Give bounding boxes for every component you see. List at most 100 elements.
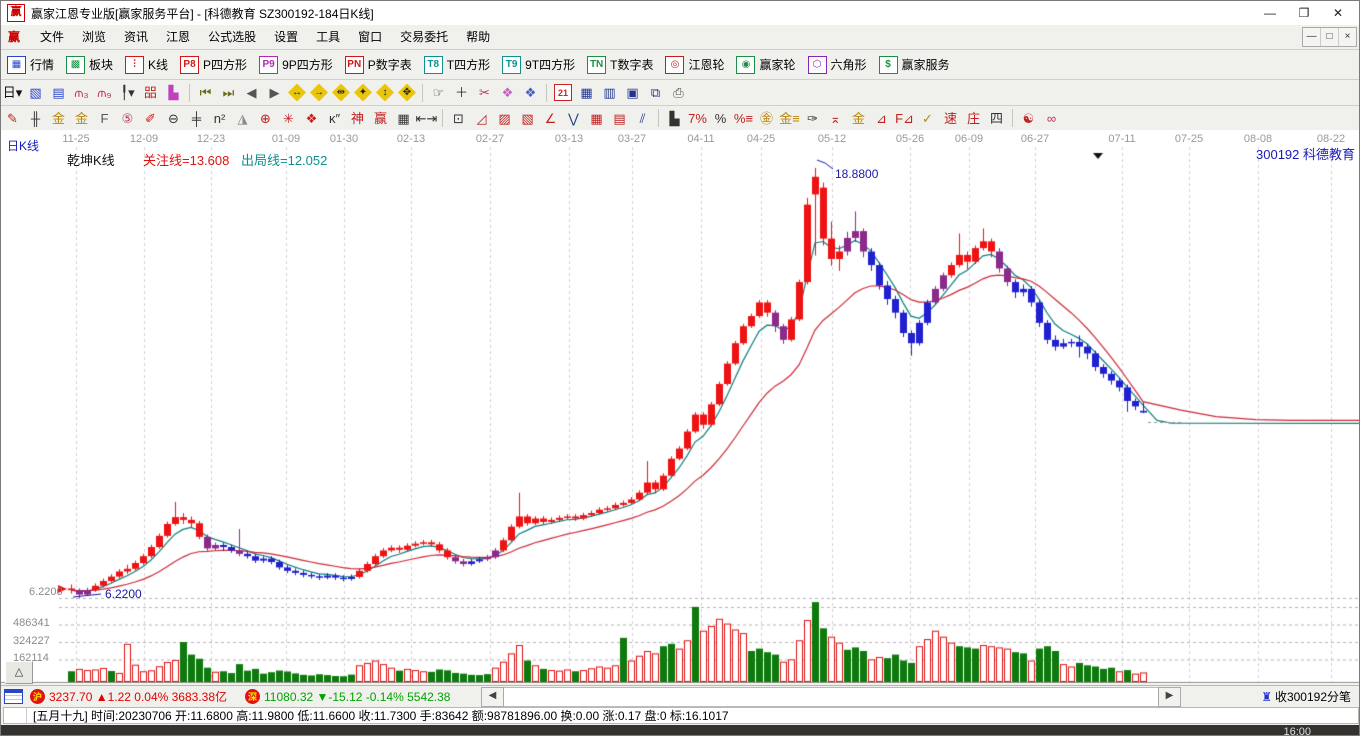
quote-grid-icon[interactable] xyxy=(4,689,23,704)
measure-tool-icon[interactable]: ✂ xyxy=(479,85,490,100)
menu-item-7[interactable]: 窗口 xyxy=(358,30,383,44)
zoom-horizontal-icon[interactable]: ↔ xyxy=(288,83,306,102)
gold-lines-icon[interactable]: 金≡ xyxy=(779,110,800,126)
kline-chart-canvas[interactable] xyxy=(1,130,1359,684)
expand-horizontal-icon[interactable]: ⇹ xyxy=(332,83,350,102)
j-angle-icon[interactable]: ⊿ xyxy=(876,110,887,126)
scrollbar-track[interactable] xyxy=(504,687,1158,707)
lines-3-icon[interactable]: ⫙₃ xyxy=(74,85,89,100)
toolbar-quotes-button[interactable]: ▦ 行情 xyxy=(7,55,54,74)
box-split-icon[interactable]: ⌅ xyxy=(830,110,841,126)
close-button[interactable]: ✕ xyxy=(1332,6,1344,20)
save-icon[interactable]: ▣ xyxy=(626,85,639,100)
period-daily-icon[interactable]: 日▾ xyxy=(2,85,23,100)
scroll-right-button[interactable]: ▶ xyxy=(1158,687,1181,707)
notepad-icon[interactable]: ▥ xyxy=(603,85,616,100)
shenzhen-index-quote[interactable]: 11080.32 ▼-15.12 -0.14% 5542.38 xyxy=(264,689,451,704)
parallel-lines-icon[interactable]: ⫽ xyxy=(639,110,646,126)
color-bars-icon[interactable]: ▙ xyxy=(168,85,179,100)
span-arrows-icon[interactable]: ⇤⇥ xyxy=(415,110,438,126)
shen-tool-icon[interactable]: 神 xyxy=(350,110,364,126)
fan-lines-icon[interactable]: ◿ xyxy=(476,110,487,126)
k-mark-icon[interactable]: ĸ″ xyxy=(328,110,341,126)
menu-item-4[interactable]: 公式选股 xyxy=(208,30,257,44)
draw-pen-icon[interactable]: ✎ xyxy=(7,110,18,126)
candle-style-icon[interactable]: ╿▾ xyxy=(120,85,135,100)
last-page-icon[interactable]: ⏭ xyxy=(222,85,235,100)
zhuang-line-icon[interactable]: 庄 xyxy=(966,110,980,126)
gold-circle-icon[interactable]: ㊎ xyxy=(759,110,773,126)
infinity-icon[interactable]: ∞ xyxy=(1046,110,1057,126)
stats-box-icon[interactable]: ▙ xyxy=(669,110,680,126)
zoom-vertical-icon[interactable]: ↕ xyxy=(376,83,394,102)
toolbar-t-number-table-button[interactable]: TN T数字表 xyxy=(587,55,653,74)
hand-tool-icon[interactable]: ☞ xyxy=(432,85,445,100)
zigzag-line-icon[interactable]: ⋁ xyxy=(568,110,579,126)
four-line-icon[interactable]: 四 xyxy=(989,110,1003,126)
gold-angle-icon[interactable]: ✓ xyxy=(922,110,933,126)
angle-ruler-icon[interactable]: ◮ xyxy=(237,110,248,126)
toolbar-p-number-table-button[interactable]: PN P数字表 xyxy=(344,55,412,74)
analysis-blue-icon[interactable]: ❖ xyxy=(524,85,537,100)
gann-box-tool-icon[interactable]: ❖ xyxy=(305,110,318,126)
circle-cycle-icon[interactable]: ⊖ xyxy=(168,110,179,126)
ruled-box-icon[interactable]: ▤ xyxy=(613,110,626,126)
minimize-button[interactable]: — xyxy=(1264,6,1276,20)
pen-mark-icon[interactable]: ✑ xyxy=(807,110,818,126)
percent-icon[interactable]: % xyxy=(714,110,727,126)
fibonacci-f-icon[interactable]: F xyxy=(100,110,109,126)
menu-item-3[interactable]: 江恩 xyxy=(166,30,191,44)
wave-5-icon[interactable]: ⑤ xyxy=(121,110,134,126)
mdi-restore-button[interactable]: □ xyxy=(1320,28,1338,46)
overlay-kline-icon[interactable]: 㗊 xyxy=(143,85,157,100)
print-edit-icon[interactable]: ⎙ xyxy=(673,85,684,100)
speed-line-icon[interactable]: 速 xyxy=(943,110,957,126)
win-tool-icon[interactable]: 赢 xyxy=(373,110,387,126)
shanghai-index-quote[interactable]: 3237.70 ▲1.22 0.04% 3683.38亿 xyxy=(49,690,228,704)
menu-item-1[interactable]: 浏览 xyxy=(82,30,107,44)
tick-data-link[interactable]: ♜ 收300192分笔 xyxy=(1261,688,1351,705)
toolbar-winner-service-button[interactable]: $ 赢家服务 xyxy=(878,55,950,74)
toolbar-p-square-button[interactable]: P8 P四方形 xyxy=(180,55,247,74)
percent-lines-icon[interactable]: %≡ xyxy=(733,110,754,126)
dense-grid-icon[interactable]: ▦ xyxy=(590,110,603,126)
menu-item-2[interactable]: 资讯 xyxy=(124,30,149,44)
golden-grid-2-icon[interactable]: 金 xyxy=(74,110,88,126)
mdi-close-button[interactable]: × xyxy=(1338,28,1356,46)
toolbar-winner-wheel-button[interactable]: ◉ 赢家轮 xyxy=(736,55,796,74)
toolbar-gann-wheel-button[interactable]: ◎ 江恩轮 xyxy=(665,55,724,74)
toolbar-sectors-button[interactable]: ▩ 板块 xyxy=(66,55,113,74)
shade-box-2-icon[interactable]: ▧ xyxy=(521,110,534,126)
scroll-left-button[interactable]: ◀ xyxy=(481,687,504,707)
crosshair-tool-icon[interactable]: ＋ xyxy=(454,85,468,100)
restore-button[interactable]: ❐ xyxy=(1298,6,1310,20)
f10-info-icon[interactable]: ▤ xyxy=(52,85,65,100)
menu-item-9[interactable]: 帮助 xyxy=(466,30,491,44)
golden-grid-1-icon[interactable]: 金 xyxy=(51,110,65,126)
toolbar-t-square-button[interactable]: T8 T四方形 xyxy=(423,55,490,74)
mdi-minimize-button[interactable]: — xyxy=(1306,31,1317,42)
shade-box-1-icon[interactable]: ▨ xyxy=(498,110,511,126)
ruler-grid-icon[interactable]: ▦ xyxy=(397,110,410,126)
page-prev-icon[interactable]: ◀ xyxy=(246,85,257,100)
f-angle-icon[interactable]: F⊿ xyxy=(895,110,914,126)
gann-grid-icon[interactable]: ╫ xyxy=(30,110,41,126)
menu-item-8[interactable]: 交易委托 xyxy=(400,30,449,44)
volume-expand-button[interactable]: △ xyxy=(5,661,33,684)
lines-9-icon[interactable]: ⫙₉ xyxy=(97,85,112,100)
rect-box-icon[interactable]: ⊡ xyxy=(453,110,464,126)
toolbar-9p-square-button[interactable]: P9 9P四方形 xyxy=(259,55,333,74)
toolbar-9t-square-button[interactable]: T9 9T四方形 xyxy=(502,55,575,74)
page-next-icon[interactable]: ▶ xyxy=(269,85,280,100)
menu-item-6[interactable]: 工具 xyxy=(316,30,341,44)
menu-item-5[interactable]: 设置 xyxy=(274,30,299,44)
window-layout-icon[interactable]: ▧ xyxy=(29,85,42,100)
gann-circle-icon[interactable]: ⊕ xyxy=(260,110,271,126)
n-square-icon[interactable]: n² xyxy=(213,110,226,126)
calendar-icon[interactable]: 21 xyxy=(554,84,572,101)
grid-lines-icon[interactable]: ╪ xyxy=(191,110,202,126)
gann-star-icon[interactable]: ✳ xyxy=(283,110,294,126)
calculator-icon[interactable]: ▦ xyxy=(580,85,593,100)
angle-line-icon[interactable]: ∠ xyxy=(544,110,557,126)
menu-item-0[interactable]: 文件 xyxy=(40,30,65,44)
